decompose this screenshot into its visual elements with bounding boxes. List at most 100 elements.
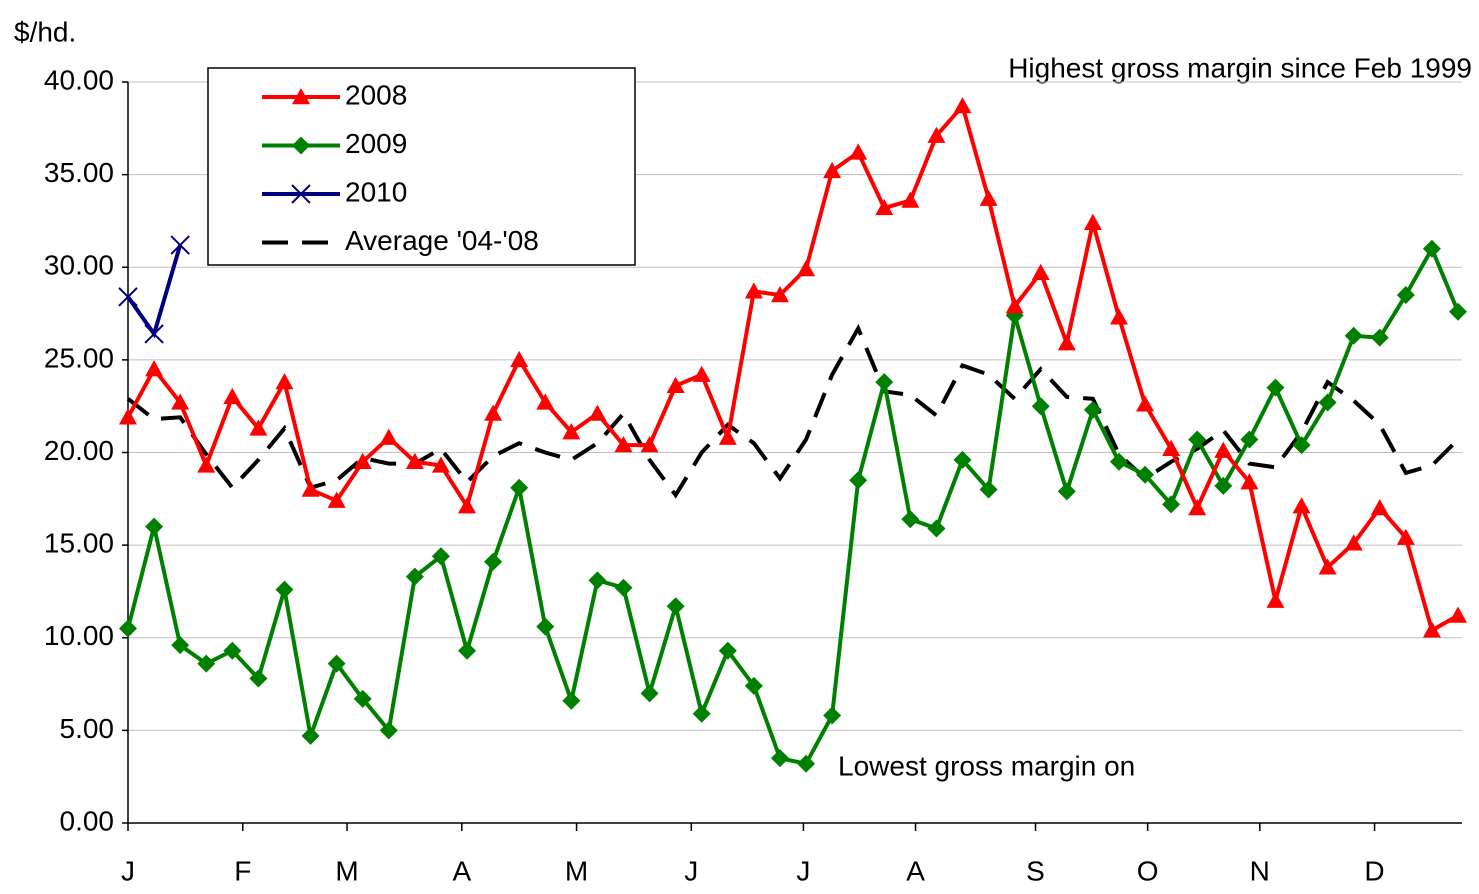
legend-marker	[291, 184, 311, 204]
data-point	[1370, 328, 1389, 347]
data-point	[1240, 473, 1259, 490]
data-point	[510, 478, 529, 497]
data-point	[458, 497, 477, 514]
data-point	[1214, 441, 1233, 458]
data-point	[744, 282, 763, 299]
data-point	[1057, 482, 1076, 501]
y-tick-label: 25.00	[44, 342, 114, 373]
y-tick-label: 15.00	[44, 528, 114, 559]
data-point	[692, 704, 711, 723]
data-point	[1136, 465, 1155, 484]
data-point	[1057, 334, 1076, 351]
data-point	[927, 519, 946, 538]
data-point	[144, 324, 164, 344]
data-point	[1449, 606, 1467, 623]
data-point	[849, 143, 868, 160]
data-point	[431, 547, 450, 566]
data-point	[614, 578, 633, 597]
x-tick-label: M	[335, 855, 358, 886]
data-point	[979, 189, 998, 206]
x-tick-label: A	[906, 855, 925, 886]
data-point	[405, 567, 424, 586]
data-point	[197, 654, 216, 673]
series-line	[126, 101, 1459, 634]
x-tick-label: F	[234, 855, 251, 886]
y-axis-label: $/hd.	[14, 16, 76, 47]
data-point	[223, 641, 242, 660]
data-point	[1031, 263, 1050, 281]
annotation: Lowest gross margin on	[838, 750, 1135, 781]
data-point	[1422, 239, 1441, 258]
data-point	[953, 450, 972, 469]
legend-label: 2009	[345, 128, 407, 159]
data-point	[718, 428, 737, 445]
data-point	[353, 689, 372, 708]
data-point	[431, 456, 450, 473]
data-point	[510, 350, 529, 368]
data-point	[1240, 430, 1259, 449]
data-point	[1109, 452, 1128, 471]
data-point	[1396, 528, 1415, 545]
data-point	[301, 726, 320, 745]
data-point	[1292, 497, 1311, 514]
series-line	[126, 323, 1460, 499]
data-point	[1449, 302, 1467, 321]
data-point	[119, 619, 137, 638]
data-point	[797, 260, 816, 277]
legend-marker	[292, 88, 310, 105]
data-point	[1005, 297, 1024, 314]
data-point	[588, 404, 607, 421]
data-point	[1292, 436, 1311, 455]
data-point	[849, 471, 868, 490]
legend: 2008 2009 2010 Average '04-'08	[207, 67, 636, 266]
data-point	[588, 571, 607, 590]
data-point	[1083, 213, 1102, 230]
data-point	[458, 641, 477, 660]
data-point	[1188, 430, 1207, 449]
x-tick-label: A	[452, 855, 471, 886]
data-point	[275, 373, 294, 390]
x-tick-label: N	[1250, 855, 1270, 886]
data-point	[770, 749, 789, 768]
data-point	[1083, 400, 1102, 419]
legend-marker	[292, 136, 310, 155]
data-point	[744, 676, 763, 695]
data-point	[1162, 495, 1181, 514]
y-tick-label: 0.00	[60, 805, 115, 836]
y-tick-label: 10.00	[44, 620, 114, 651]
data-point	[1318, 558, 1337, 575]
data-point	[1266, 591, 1285, 608]
data-point	[1109, 308, 1128, 325]
data-point	[171, 393, 190, 410]
data-point	[823, 706, 842, 725]
data-point	[1344, 326, 1363, 345]
data-point	[1188, 499, 1207, 516]
data-point	[875, 373, 894, 392]
x-tick-label: J	[796, 855, 810, 886]
data-point	[1396, 286, 1415, 305]
data-point	[1344, 534, 1363, 551]
data-point	[666, 597, 685, 616]
y-tick-label: 35.00	[44, 157, 114, 188]
data-point	[171, 636, 190, 655]
x-tick-label: M	[565, 855, 588, 886]
legend-label: 2008	[345, 79, 407, 110]
x-tick-label: D	[1364, 855, 1384, 886]
legend-label: Average '04-'08	[345, 225, 539, 256]
data-point	[614, 436, 633, 453]
data-point	[1318, 393, 1337, 412]
data-point	[1370, 499, 1389, 516]
x-tick-label: J	[684, 855, 698, 886]
data-point	[275, 580, 294, 599]
y-tick-label: 30.00	[44, 250, 114, 281]
legend-label: 2010	[345, 176, 407, 207]
data-point	[562, 691, 581, 710]
data-point	[1162, 439, 1181, 456]
data-point	[770, 286, 789, 303]
data-point	[1422, 621, 1441, 638]
annotation: Highest gross margin since Feb 1999	[1008, 52, 1472, 83]
data-point	[718, 641, 737, 660]
data-point	[484, 552, 503, 571]
data-point	[379, 721, 398, 740]
series-line	[126, 244, 1460, 766]
